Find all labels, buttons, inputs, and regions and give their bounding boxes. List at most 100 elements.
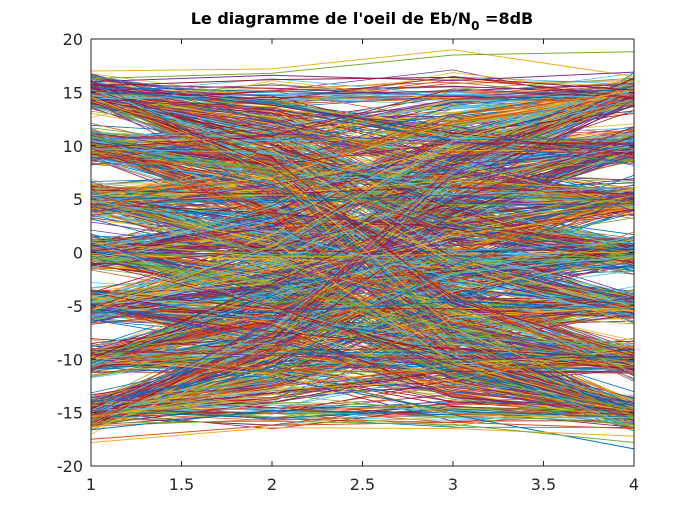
eye-trace (91, 93, 634, 100)
eye-trace (91, 200, 634, 317)
eye-trace (91, 204, 634, 250)
eye-trace (91, 207, 634, 414)
eye-trace (91, 203, 634, 264)
y-tick-label: 10 (63, 137, 83, 156)
eye-trace (91, 96, 634, 403)
eye-trace (91, 243, 634, 265)
eye-trace (91, 345, 634, 407)
eye-trace (91, 305, 634, 412)
eye-trace (91, 148, 634, 312)
eye-trace (91, 152, 634, 357)
eye-trace (91, 251, 634, 315)
eye-trace (91, 262, 634, 413)
x-tick-label: 1.5 (169, 475, 194, 494)
eye-trace (91, 142, 634, 213)
outlier-trace (91, 71, 634, 83)
eye-trace (91, 201, 634, 368)
eye-trace (91, 253, 634, 311)
y-tick-label: -10 (57, 350, 83, 369)
eye-trace (91, 198, 634, 372)
eye-trace (91, 88, 634, 149)
eye-trace (91, 370, 634, 402)
eye-trace (91, 145, 634, 204)
eye-trace (91, 362, 634, 420)
eye-trace (91, 143, 634, 317)
eye-trace (91, 213, 634, 310)
eye-trace (91, 366, 634, 416)
eye-trace (91, 148, 634, 206)
eye-trace (91, 244, 634, 367)
eye-trace (91, 76, 634, 358)
eye-trace (91, 198, 634, 369)
eye-trace (91, 141, 634, 244)
eye-trace (91, 303, 634, 419)
eye-trace (91, 97, 634, 200)
eye-trace (91, 147, 634, 415)
eye-trace (91, 99, 634, 354)
x-tick-label: 2 (267, 475, 277, 494)
eye-trace (91, 257, 634, 302)
eye-trace (91, 156, 634, 255)
eye-trace (91, 89, 634, 196)
eye-trace (91, 248, 634, 319)
eye-trace (91, 338, 634, 371)
eye-trace (91, 311, 634, 361)
eye-trace (91, 195, 634, 406)
outlier-trace (91, 420, 634, 443)
eye-trace (91, 99, 634, 417)
eye-trace (91, 408, 634, 421)
eye-trace (91, 237, 634, 427)
eye-trace (91, 99, 634, 299)
eye-trace (91, 98, 634, 166)
eye-trace (91, 151, 634, 265)
eye-trace (91, 95, 634, 195)
eye-trace (91, 91, 634, 150)
eye-trace (91, 197, 634, 429)
eye-trace (91, 256, 634, 431)
eye-trace (91, 86, 634, 312)
eye-trace (91, 291, 634, 348)
eye-trace (91, 194, 634, 203)
x-tick-label: 3.5 (531, 475, 556, 494)
eye-trace (91, 86, 634, 141)
outlier-trace (91, 76, 634, 91)
eye-trace (91, 142, 634, 166)
eye-trace (91, 289, 634, 373)
x-tick-label: 2.5 (350, 475, 375, 494)
outlier-trace (91, 421, 634, 440)
eye-trace (91, 135, 634, 365)
y-tick-label: 20 (63, 30, 83, 49)
eye-trace (91, 99, 634, 210)
eye-trace (91, 354, 634, 374)
eye-trace (91, 350, 634, 360)
eye-trace (91, 135, 634, 360)
x-tick-label: 4 (629, 475, 639, 494)
eye-trace (91, 82, 634, 198)
eye-trace (91, 145, 634, 304)
eye-trace (91, 229, 634, 272)
eye-trace (91, 90, 634, 210)
eye-trace (91, 247, 634, 323)
eye-trace (91, 88, 634, 139)
eye-trace (91, 148, 634, 196)
eye-trace (91, 307, 634, 366)
eye-trace (91, 256, 634, 410)
eye-trace (91, 100, 634, 148)
x-tick-label: 3 (448, 475, 458, 494)
title-subscript: 0 (471, 19, 479, 33)
outlier-trace (91, 51, 634, 79)
eye-trace (91, 142, 634, 157)
eye-trace (91, 194, 634, 352)
y-tick-label: 15 (63, 83, 83, 102)
eye-trace (91, 306, 634, 417)
eye-trace (91, 404, 634, 423)
eye-trace (91, 159, 634, 374)
eye-trace (91, 301, 634, 314)
eye-trace (91, 149, 634, 185)
eye-trace (91, 142, 634, 375)
eye-trace (91, 351, 634, 417)
eye-trace (91, 194, 634, 308)
eye-trace (91, 350, 634, 413)
eye-trace (91, 92, 634, 191)
eye-trace (91, 148, 634, 253)
